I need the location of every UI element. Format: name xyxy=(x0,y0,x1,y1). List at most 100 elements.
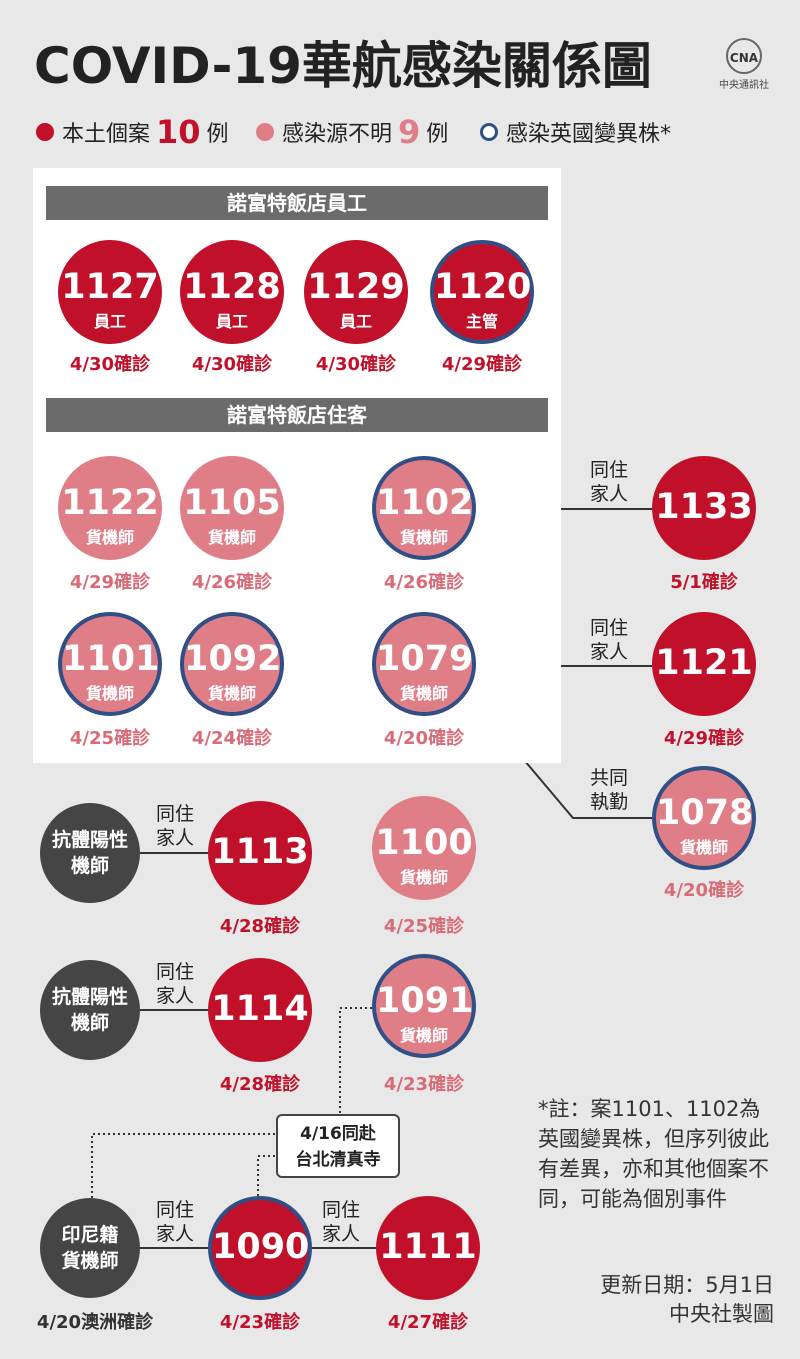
case-1100-node: 1100 貨機師 xyxy=(372,796,476,900)
case-id: 1122 xyxy=(61,483,159,523)
cna-logo: CNA 中央通訊社 xyxy=(714,38,774,100)
case-id: 1101 xyxy=(62,639,160,679)
legend-variant: 感染英國變異株* xyxy=(480,112,671,152)
relation-line1: 同住 xyxy=(155,803,194,825)
relation-line2: 家人 xyxy=(321,1223,360,1245)
case-role: 員工 xyxy=(93,312,126,331)
relation-pilot1-1113: 同住 家人 xyxy=(150,802,200,850)
indo-line1: 印尼籍 xyxy=(61,1224,119,1246)
legend-red-dot xyxy=(36,123,54,141)
relation-1079-1078: 共同 執勤 xyxy=(584,766,634,814)
case-1092-date: 4/24確診 xyxy=(191,728,273,749)
case-1127-node: 1127 員工 xyxy=(58,240,162,344)
legend-unknown-count: 9 xyxy=(398,113,421,151)
case-1079-node: 1079 貨機師 xyxy=(372,612,476,716)
case-1102-node: 1102 貨機師 xyxy=(372,456,476,560)
relation-line2: 家人 xyxy=(589,483,628,505)
case-role: 貨機師 xyxy=(399,868,448,887)
case-1129-date: 4/30確診 xyxy=(315,354,397,375)
case-1105-date: 4/26確診 xyxy=(191,572,273,593)
case-1092-node: 1092 貨機師 xyxy=(180,612,284,716)
case-role: 主管 xyxy=(465,312,498,331)
case-1111-date: 4/27確診 xyxy=(387,1312,469,1333)
relation-line2: 家人 xyxy=(155,827,194,849)
mosque-callout: 4/16同赴 台北清真寺 xyxy=(276,1114,400,1178)
case-1120-date: 4/29確診 xyxy=(441,354,523,375)
case-1114-date: 4/28確診 xyxy=(219,1074,301,1095)
relation-line2: 家人 xyxy=(155,985,194,1007)
case-1121-node: 1121 xyxy=(652,612,756,716)
case-id: 1114 xyxy=(211,989,309,1029)
relation-line1: 同住 xyxy=(589,617,628,639)
case-1127-date: 4/30確診 xyxy=(69,354,151,375)
legend-unknown: 感染源不明 9 例 xyxy=(256,112,448,152)
case-id: 1111 xyxy=(379,1227,477,1267)
pilot1-node: 抗體陽性 機師 xyxy=(40,803,140,903)
pilot2-line2: 機師 xyxy=(70,1012,109,1034)
case-id: 1079 xyxy=(376,639,474,679)
case-role: 貨機師 xyxy=(207,684,256,703)
case-1091-node: 1091 貨機師 xyxy=(372,954,476,1058)
case-id: 1100 xyxy=(375,823,473,863)
case-id: 1127 xyxy=(61,267,159,307)
case-role: 貨機師 xyxy=(85,684,134,703)
case-role: 貨機師 xyxy=(679,838,728,857)
case-id: 1113 xyxy=(211,832,309,872)
case-id: 1090 xyxy=(212,1227,310,1267)
case-id: 1102 xyxy=(376,483,474,523)
case-role: 貨機師 xyxy=(85,528,134,547)
case-1120-node: 1120 主管 xyxy=(430,240,534,344)
case-role: 員工 xyxy=(215,312,248,331)
legend-local-label: 本土個案 xyxy=(62,122,151,147)
callout-line1: 4/16同赴 xyxy=(300,1124,376,1144)
case-1105-node: 1105 貨機師 xyxy=(180,456,284,560)
case-1122-date: 4/29確診 xyxy=(69,572,151,593)
case-1102-date: 4/26確診 xyxy=(383,572,465,593)
case-1090-date: 4/23確診 xyxy=(219,1312,301,1333)
section-staff-header: 諾富特飯店員工 xyxy=(46,186,548,220)
case-id: 1121 xyxy=(655,643,753,683)
legend-variant-label: 感染英國變異株* xyxy=(506,122,672,147)
legend-local-unit: 例 xyxy=(206,122,229,147)
case-1133-node: 1133 xyxy=(652,456,756,560)
credit: 中央社製圖 xyxy=(669,1302,774,1326)
cna-logo-mark: CNA xyxy=(726,38,762,74)
case-1129-node: 1129 員工 xyxy=(304,240,408,344)
case-1079-date: 4/20確診 xyxy=(383,728,465,749)
case-id: 1078 xyxy=(656,793,754,833)
case-id: 1105 xyxy=(183,483,281,523)
indonesian-pilot-node: 印尼籍 貨機師 xyxy=(40,1198,140,1298)
case-1128-node: 1128 員工 xyxy=(180,240,284,344)
indo-line2: 貨機師 xyxy=(61,1250,119,1272)
relation-pilot2-1114: 同住 家人 xyxy=(150,960,200,1008)
pilot2-node: 抗體陽性 機師 xyxy=(40,960,140,1060)
case-1091-date: 4/23確診 xyxy=(383,1074,465,1095)
section-guests-header: 諾富特飯店住客 xyxy=(46,398,548,432)
relation-line1: 同住 xyxy=(155,1199,194,1221)
case-1101-date: 4/25確診 xyxy=(69,728,151,749)
case-id: 1120 xyxy=(434,267,532,307)
pilot1-line1: 抗體陽性 xyxy=(51,829,128,851)
legend-local: 本土個案 10 例 xyxy=(36,112,229,152)
cna-logo-name: 中央通訊社 xyxy=(719,80,769,91)
case-role: 貨機師 xyxy=(399,684,448,703)
case-role: 貨機師 xyxy=(399,1026,448,1045)
case-id: 1092 xyxy=(184,639,282,679)
relation-line1: 共同 xyxy=(589,767,628,789)
case-id: 1133 xyxy=(655,487,753,527)
page-title: COVID-19華航感染關係圖 xyxy=(34,37,652,95)
update-date: 更新日期：5月1日 xyxy=(600,1273,774,1297)
relation-line2: 家人 xyxy=(155,1223,194,1245)
legend-local-count: 10 xyxy=(156,113,201,151)
case-1114-node: 1114 xyxy=(208,958,312,1062)
case-1133-date: 5/1確診 xyxy=(670,572,738,593)
legend-ring-dot xyxy=(480,123,498,141)
relation-line2: 執勤 xyxy=(589,791,628,813)
case-1122-node: 1122 貨機師 xyxy=(58,456,162,560)
case-role: 貨機師 xyxy=(399,528,448,547)
case-id: 1091 xyxy=(376,981,474,1021)
legend-unknown-label: 感染源不明 xyxy=(282,122,393,147)
case-1101-node: 1101 貨機師 xyxy=(58,612,162,716)
link-1090-mosque xyxy=(257,1155,276,1196)
case-1128-date: 4/30確診 xyxy=(191,354,273,375)
